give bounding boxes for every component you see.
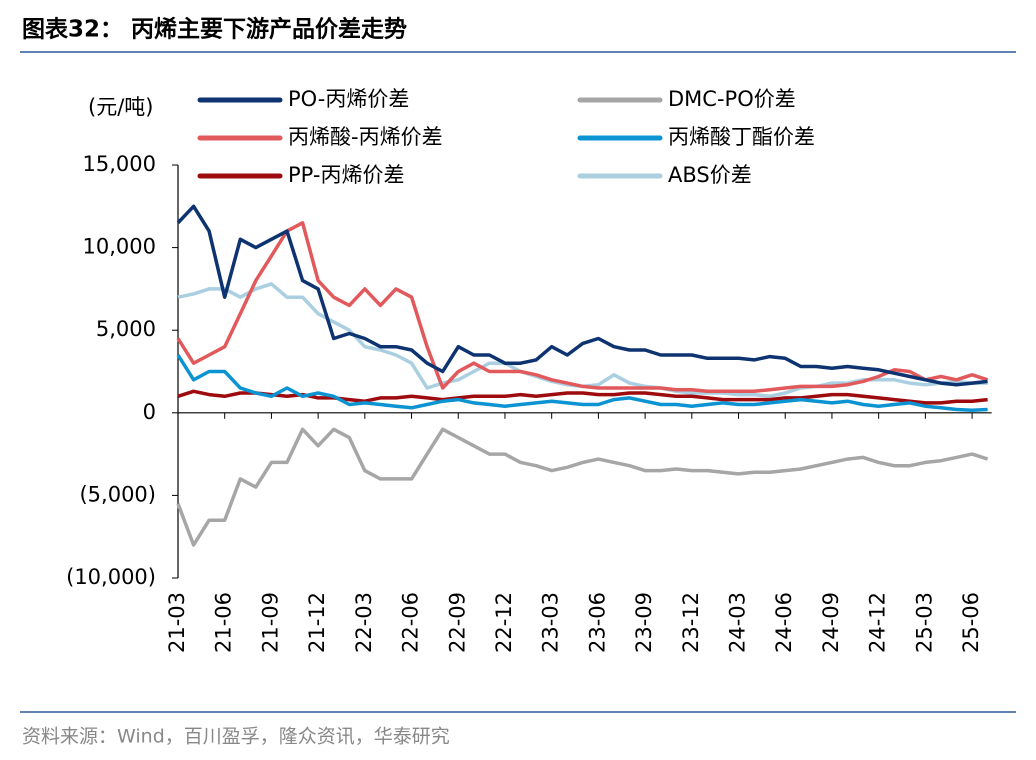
- series-line: [176, 221, 989, 394]
- y-tick-label: (10,000): [66, 565, 156, 589]
- x-tick-label: 24-09: [819, 592, 843, 653]
- source: 资料来源：Wind，百川盈孚，隆众资讯，华泰研究: [22, 726, 450, 748]
- x-tick-label: 23-12: [679, 592, 703, 653]
- legend-label: DMC-PO价差: [668, 87, 796, 111]
- chart-title: 图表32： 丙烯主要下游产品价差走势: [22, 16, 407, 43]
- x-tick-label: 24-06: [772, 592, 796, 653]
- legend-label: ABS价差: [668, 163, 752, 187]
- x-tick-label: 21-06: [212, 592, 236, 653]
- series-line: [177, 389, 988, 405]
- x-tick-label: 21-09: [258, 592, 282, 653]
- x-tick-label: 21-12: [305, 592, 329, 653]
- x-tick-label: 22-09: [445, 592, 469, 653]
- legend-label: 丙烯酸-丙烯价差: [288, 125, 443, 149]
- y-tick-label: 10,000: [83, 235, 156, 259]
- x-tick-label: 25-03: [912, 592, 936, 653]
- y-tick-label: 0: [143, 400, 156, 424]
- legend-label: PP-丙烯价差: [288, 163, 404, 187]
- y-tick-label: 15,000: [83, 152, 156, 176]
- x-tick-label: 22-03: [352, 592, 376, 653]
- x-tick-label: 22-12: [492, 592, 516, 653]
- x-tick-label: 24-03: [726, 592, 750, 653]
- x-tick-label: 23-06: [585, 592, 609, 653]
- legend-label: PO-丙烯价差: [288, 87, 409, 111]
- x-tick-label: 21-03: [165, 592, 189, 653]
- y-tick-label: (5,000): [79, 482, 156, 506]
- series-line: [176, 427, 989, 547]
- legend-label: 丙烯酸丁酯价差: [668, 125, 815, 149]
- series-line: [176, 354, 988, 413]
- series-line: [176, 204, 988, 387]
- x-tick-label: 24-12: [866, 592, 890, 653]
- y-tick-label: 5,000: [96, 317, 156, 341]
- y-axis-label: (元/吨): [88, 95, 153, 119]
- x-tick-label: 23-03: [539, 592, 563, 653]
- x-tick-label: 25-06: [959, 592, 983, 653]
- x-tick-label: 23-09: [632, 592, 656, 653]
- x-tick-label: 22-06: [399, 592, 423, 653]
